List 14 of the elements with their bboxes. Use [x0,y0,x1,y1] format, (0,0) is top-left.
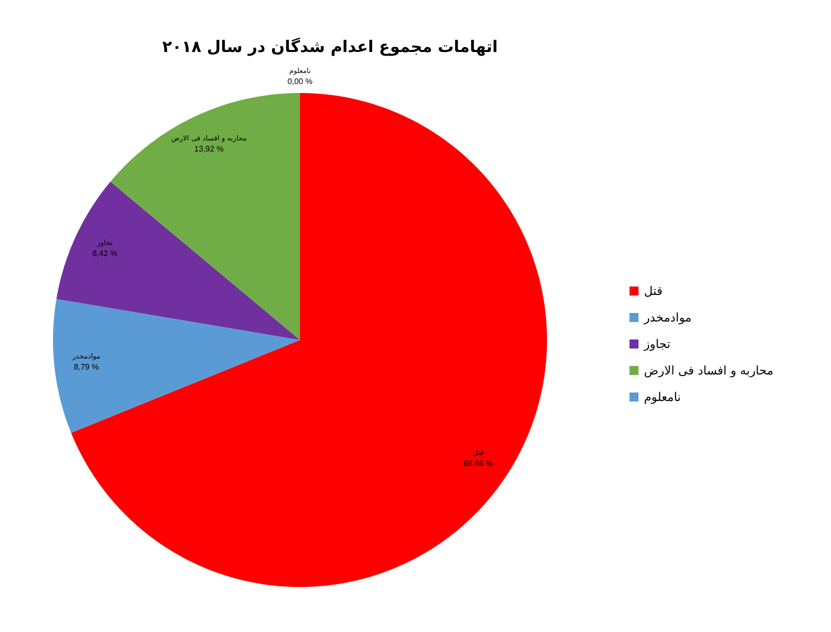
data-label: 68,86 % [464,459,493,468]
legend-label: تجاوز [643,337,670,351]
pie-slice [71,93,547,587]
legend-label: موادمخدر [643,310,692,324]
text: 0,00 % [288,77,312,86]
data-label: 8,79 % [74,362,99,372]
pie-slice [53,298,300,433]
legend-label: نامعلوم [644,390,681,404]
chart-title: اتهامات مجموع اعدام شدگان در سال ۲۰۱۸ [162,37,498,56]
legend-label: قتل [644,284,662,298]
legend-label: محاربه و افساد فی الارض [644,364,774,378]
data-label: 8,42 % [92,249,118,258]
pie-slice [56,182,300,340]
data-label: 13,92 % [194,144,224,154]
